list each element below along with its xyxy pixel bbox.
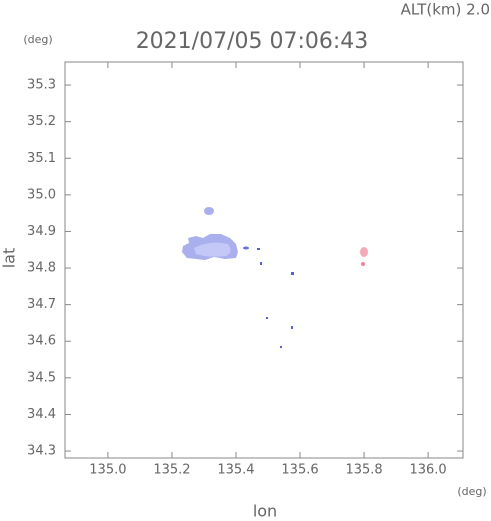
y-tick-label: 34.4 (27, 407, 56, 422)
echo (361, 262, 365, 266)
echo (257, 248, 260, 250)
echo (291, 272, 294, 275)
x-tick-label: 135.2 (153, 463, 190, 478)
plot-frame (64, 61, 464, 459)
x-tick-label: 135.6 (281, 463, 318, 478)
echo (360, 247, 368, 257)
x-axis-label: lon (253, 502, 277, 521)
echo (194, 242, 231, 257)
radar-echoes (182, 207, 368, 348)
x-tick-label: 136.0 (409, 463, 446, 478)
x-tick-label: 135.8 (345, 463, 382, 478)
y-tick-label: 34.8 (27, 261, 56, 276)
y-tick-label: 34.6 (27, 334, 56, 349)
echo (266, 317, 268, 319)
echo (291, 326, 293, 329)
chart-title: 2021/07/05 07:06:43 (136, 29, 369, 54)
y-tick-label: 34.7 (27, 297, 56, 312)
y-unit: (deg) (23, 33, 52, 46)
y-tick-label: 34.3 (27, 444, 56, 459)
echo (204, 207, 214, 215)
echo (260, 262, 262, 265)
x-unit: (deg) (457, 485, 486, 498)
x-tick-label: 135.4 (217, 463, 254, 478)
y-tick-label: 34.9 (27, 224, 56, 239)
altitude-label: ALT(km) 2.0 (401, 1, 490, 19)
x-tick-label: 135.0 (89, 463, 126, 478)
y-tick-label: 35.2 (27, 114, 56, 129)
y-tick-label: 35.1 (27, 151, 56, 166)
echo (280, 346, 282, 348)
y-tick-label: 34.5 (27, 370, 56, 385)
y-axis-label: lat (0, 248, 19, 269)
y-tick-label: 35.3 (27, 78, 56, 93)
echo (243, 246, 249, 250)
y-tick-label: 35.0 (27, 187, 56, 202)
